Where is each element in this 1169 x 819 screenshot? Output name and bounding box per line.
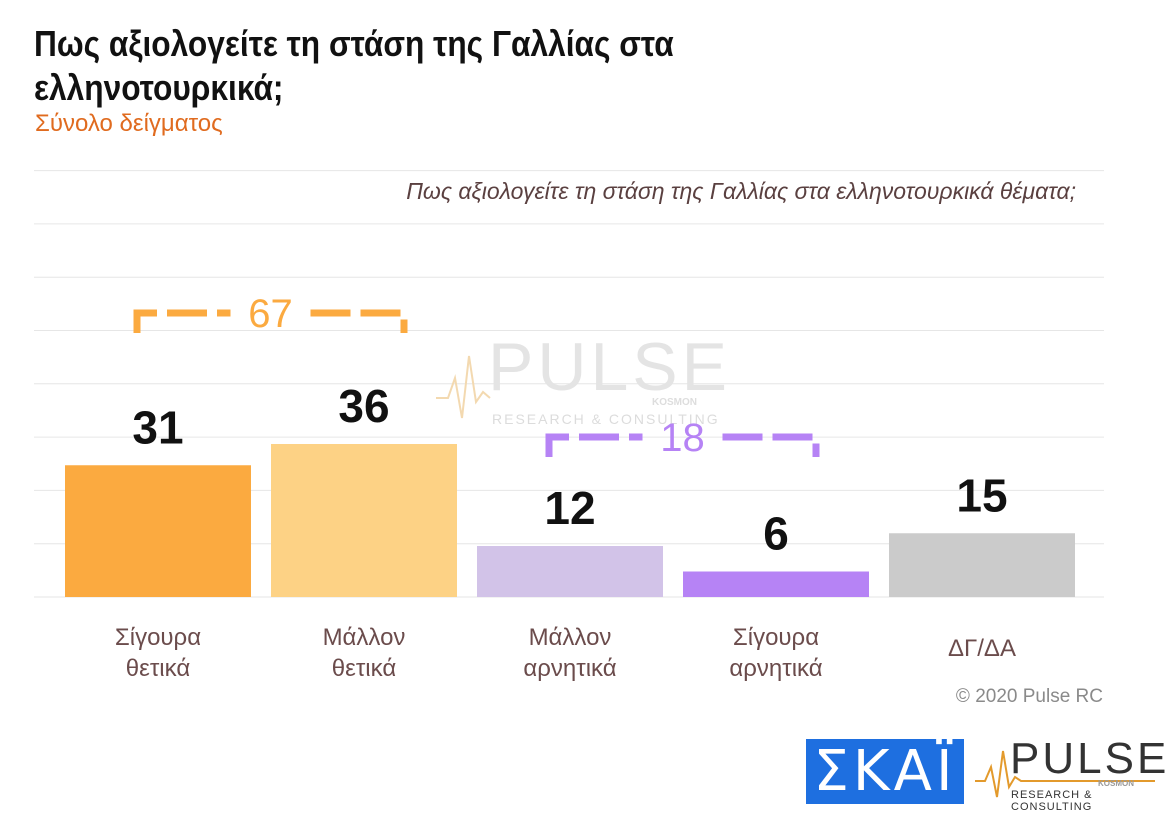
data-label: 15 — [956, 469, 1007, 521]
watermark-wave-icon — [436, 355, 491, 419]
pulse-wave-icon — [975, 750, 1155, 798]
bracket-total-label: 18 — [660, 416, 705, 460]
pulse-logo — [975, 750, 1155, 798]
survey-question: Πως αξιολογείτε τη στάση της Γαλλίας στα… — [406, 178, 1076, 204]
bracket-left — [133, 309, 231, 333]
chart-title: Πως αξιολογείτε τη στάση της Γαλλίας στα… — [34, 23, 674, 108]
data-label: 31 — [132, 401, 183, 453]
category-label: Μάλλον — [529, 624, 612, 651]
category-label: αρνητικά — [523, 655, 616, 682]
category-label: αρνητικά — [729, 655, 822, 682]
watermark-tagline: RESEARCH & CONSULTING — [492, 411, 720, 427]
bar — [477, 546, 663, 597]
watermark-kosmon: KOSMON — [652, 397, 697, 408]
pulse-logo-tagline: RESEARCH & CONSULTING — [1011, 789, 1093, 813]
data-label: 36 — [338, 380, 389, 432]
bracket-right — [310, 309, 408, 333]
bracket-left — [545, 433, 643, 457]
pulse-logo-kosmon: KOSMON — [1098, 779, 1134, 788]
data-label: 12 — [544, 482, 595, 534]
bar — [65, 465, 251, 597]
category-label: ΔΓ/ΔΑ — [948, 635, 1016, 662]
category-label: θετικά — [126, 655, 191, 682]
chart-subtitle: Σύνολο δείγματος — [35, 110, 223, 137]
pulse-logo-name: PULSE — [1010, 734, 1169, 783]
skai-logo: ΣΚΑΪ — [806, 739, 964, 804]
category-label: Μάλλον — [323, 624, 406, 651]
category-label: Σίγουρα — [733, 624, 819, 651]
category-label: θετικά — [332, 655, 397, 682]
data-label: 6 — [763, 508, 789, 560]
bracket-right — [722, 433, 820, 457]
bar — [889, 533, 1075, 597]
bar — [683, 571, 869, 597]
watermark-name: PULSE — [488, 329, 731, 405]
copyright-notice: © 2020 Pulse RC — [955, 686, 1103, 707]
category-label: Σίγουρα — [115, 624, 201, 651]
bar — [271, 444, 457, 597]
bracket-total-label: 67 — [248, 292, 293, 336]
